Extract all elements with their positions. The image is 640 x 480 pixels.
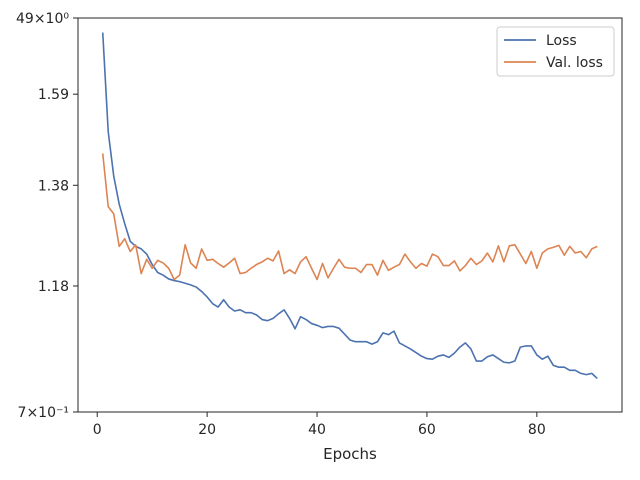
y-tick-label: 1.38 [38,178,69,194]
y-tick-label: 1.59 [38,87,69,103]
axes-frame [77,17,623,413]
x-axis-label: Epochs [323,445,377,463]
x-tick-label: 20 [198,422,216,438]
x-tick-label: 80 [528,422,546,438]
x-tick-label: 60 [418,422,436,438]
series-line-loss [101,32,598,380]
x-tick-label: 0 [93,422,102,438]
ticks: 0 20 40 60 80 7×10⁻¹ 1.18 1.38 1.59 49×10⁰ [16,11,546,438]
series-lines [101,32,598,380]
y-tick-label: 7×10⁻¹ [18,405,69,421]
y-tick-label: 49×10⁰ [16,11,69,27]
x-tick-label: 40 [308,422,326,438]
series-line-val-loss [101,153,598,281]
legend-label-loss: Loss [546,33,577,49]
y-tick-label: 1.18 [38,279,69,295]
legend: Loss Val. loss [496,26,615,77]
legend-label-val-loss: Val. loss [546,55,603,71]
